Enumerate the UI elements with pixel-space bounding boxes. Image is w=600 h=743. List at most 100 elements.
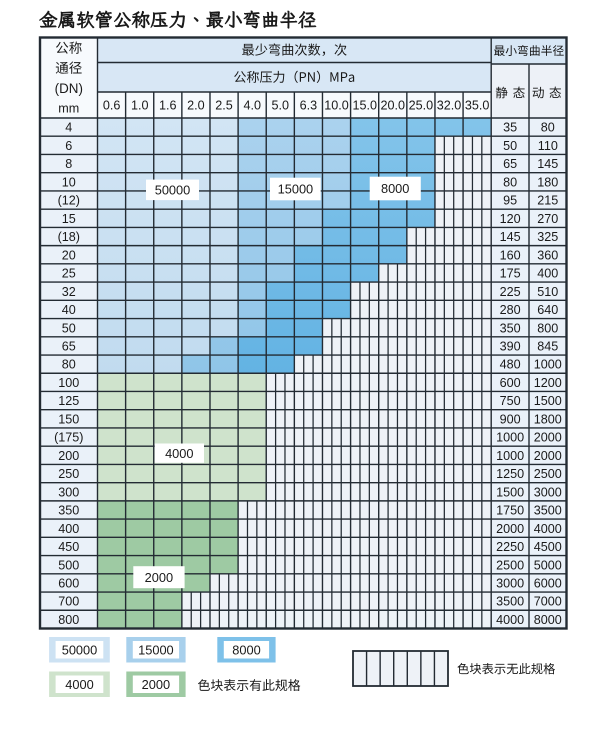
svg-text:80: 80 xyxy=(62,358,76,372)
svg-text:50000: 50000 xyxy=(62,642,98,657)
svg-text:270: 270 xyxy=(537,212,558,226)
svg-text:845: 845 xyxy=(537,340,558,354)
svg-text:25: 25 xyxy=(62,267,76,281)
svg-text:350: 350 xyxy=(58,504,79,518)
svg-text:1.6: 1.6 xyxy=(159,99,177,113)
svg-text:350: 350 xyxy=(500,321,521,335)
svg-text:1.0: 1.0 xyxy=(131,99,149,113)
svg-text:800: 800 xyxy=(58,613,79,627)
svg-text:20.0: 20.0 xyxy=(381,99,406,113)
svg-text:1000: 1000 xyxy=(534,358,562,372)
svg-text:6.3: 6.3 xyxy=(300,99,318,113)
svg-text:750: 750 xyxy=(500,394,521,408)
svg-text:0.6: 0.6 xyxy=(103,99,121,113)
svg-text:1500: 1500 xyxy=(496,485,524,499)
svg-text:15000: 15000 xyxy=(278,182,314,197)
svg-text:125: 125 xyxy=(58,394,79,408)
svg-text:7000: 7000 xyxy=(534,595,562,609)
svg-text:2250: 2250 xyxy=(496,540,524,554)
svg-text:1200: 1200 xyxy=(534,376,562,390)
svg-text:10: 10 xyxy=(62,175,76,189)
svg-text:4.0: 4.0 xyxy=(243,99,261,113)
svg-text:8: 8 xyxy=(65,157,72,171)
svg-text:640: 640 xyxy=(537,303,558,317)
svg-text:150: 150 xyxy=(58,412,79,426)
svg-text:2500: 2500 xyxy=(496,558,524,572)
svg-text:3000: 3000 xyxy=(496,577,524,591)
svg-text:400: 400 xyxy=(537,267,558,281)
svg-text:35: 35 xyxy=(503,121,517,135)
svg-text:325: 325 xyxy=(537,230,558,244)
svg-text:6000: 6000 xyxy=(534,577,562,591)
svg-text:100: 100 xyxy=(58,376,79,390)
svg-text:3500: 3500 xyxy=(496,595,524,609)
svg-text:8000: 8000 xyxy=(232,642,260,657)
svg-text:250: 250 xyxy=(58,467,79,481)
svg-text:25.0: 25.0 xyxy=(409,99,434,113)
svg-text:32.0: 32.0 xyxy=(437,99,462,113)
svg-text:1000: 1000 xyxy=(496,431,524,445)
svg-text:2.5: 2.5 xyxy=(215,99,233,113)
svg-text:450: 450 xyxy=(58,540,79,554)
svg-text:8000: 8000 xyxy=(381,181,409,196)
svg-text:65: 65 xyxy=(503,157,517,171)
svg-text:2000: 2000 xyxy=(534,449,562,463)
svg-text:2000: 2000 xyxy=(534,431,562,445)
svg-text:2.0: 2.0 xyxy=(187,99,205,113)
svg-text:360: 360 xyxy=(537,248,558,262)
svg-text:120: 120 xyxy=(500,212,521,226)
svg-text:160: 160 xyxy=(500,248,521,262)
svg-text:80: 80 xyxy=(503,175,517,189)
svg-text:5.0: 5.0 xyxy=(272,99,290,113)
svg-text:(175): (175) xyxy=(54,431,83,445)
svg-text:1500: 1500 xyxy=(534,394,562,408)
svg-text:4000: 4000 xyxy=(534,522,562,536)
svg-text:300: 300 xyxy=(58,485,79,499)
svg-text:225: 225 xyxy=(500,285,521,299)
svg-text:1000: 1000 xyxy=(496,449,524,463)
svg-text:2500: 2500 xyxy=(534,467,562,481)
svg-text:(DN): (DN) xyxy=(55,81,83,96)
svg-text:4000: 4000 xyxy=(65,677,93,692)
svg-text:10.0: 10.0 xyxy=(324,99,349,113)
svg-text:480: 480 xyxy=(500,358,521,372)
svg-text:700: 700 xyxy=(58,595,79,609)
svg-text:20: 20 xyxy=(62,248,76,262)
svg-text:215: 215 xyxy=(537,194,558,208)
svg-text:35.0: 35.0 xyxy=(465,99,490,113)
svg-text:65: 65 xyxy=(62,340,76,354)
svg-text:400: 400 xyxy=(58,522,79,536)
svg-text:40: 40 xyxy=(62,303,76,317)
svg-text:mm: mm xyxy=(58,102,79,116)
svg-text:1750: 1750 xyxy=(496,504,524,518)
svg-text:95: 95 xyxy=(503,194,517,208)
svg-text:500: 500 xyxy=(58,558,79,572)
svg-text:600: 600 xyxy=(58,577,79,591)
svg-text:200: 200 xyxy=(58,449,79,463)
svg-text:145: 145 xyxy=(537,157,558,171)
svg-text:50: 50 xyxy=(503,139,517,153)
svg-text:1250: 1250 xyxy=(496,467,524,481)
svg-text:900: 900 xyxy=(500,412,521,426)
svg-text:15.0: 15.0 xyxy=(352,99,377,113)
svg-text:50: 50 xyxy=(62,321,76,335)
svg-text:5000: 5000 xyxy=(534,558,562,572)
svg-text:600: 600 xyxy=(500,376,521,390)
svg-text:3500: 3500 xyxy=(534,504,562,518)
svg-text:1800: 1800 xyxy=(534,412,562,426)
svg-text:2000: 2000 xyxy=(145,570,173,585)
svg-text:4000: 4000 xyxy=(165,446,193,461)
svg-text:800: 800 xyxy=(537,321,558,335)
svg-text:6: 6 xyxy=(65,139,72,153)
svg-text:145: 145 xyxy=(500,230,521,244)
svg-text:(18): (18) xyxy=(58,230,80,244)
svg-text:4500: 4500 xyxy=(534,540,562,554)
svg-text:15: 15 xyxy=(62,212,76,226)
svg-text:280: 280 xyxy=(500,303,521,317)
svg-text:32: 32 xyxy=(62,285,76,299)
svg-text:4000: 4000 xyxy=(496,613,524,627)
svg-text:2000: 2000 xyxy=(496,522,524,536)
svg-text:15000: 15000 xyxy=(138,642,174,657)
svg-text:180: 180 xyxy=(537,175,558,189)
svg-text:8000: 8000 xyxy=(534,613,562,627)
